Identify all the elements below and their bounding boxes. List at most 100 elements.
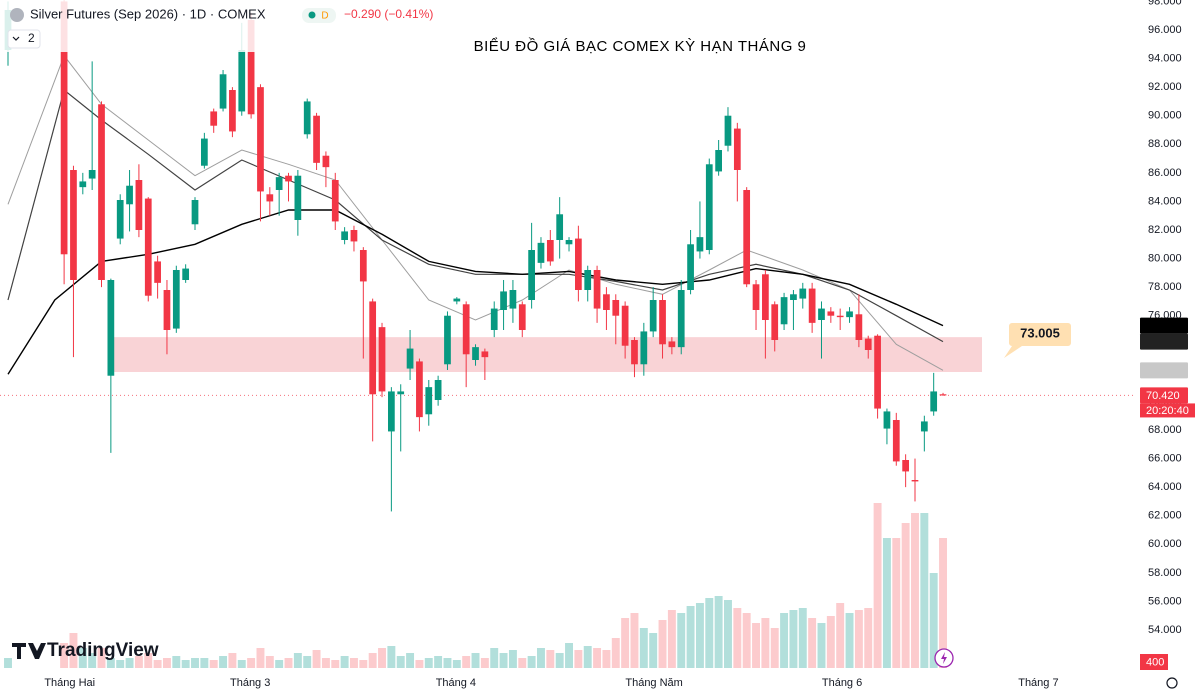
candle-body: [649, 300, 657, 332]
volume-bar: [630, 613, 639, 668]
volume-bar: [415, 660, 424, 668]
candle-body: [687, 244, 694, 290]
candle-body: [154, 261, 161, 283]
candle-body: [668, 341, 676, 348]
y-tick-label: 78.000: [1148, 281, 1182, 293]
y-tick-label: 68.000: [1148, 424, 1182, 436]
y-tick-label: 94.000: [1148, 52, 1182, 64]
volume-bar: [490, 648, 499, 668]
price-zone: [107, 337, 983, 372]
volume-bar: [677, 613, 686, 668]
legend-backdrop: [0, 0, 440, 52]
volume-bar: [134, 656, 143, 668]
volume-bar: [69, 633, 78, 668]
y-tick-label: 62.000: [1148, 510, 1182, 522]
volume-bar: [574, 650, 583, 668]
indicators-count: 2: [28, 31, 35, 45]
volume-bar: [116, 660, 125, 668]
volume-bar: [854, 610, 863, 668]
volume-bar: [826, 616, 835, 668]
candle-body: [780, 297, 788, 325]
x-tick-label: Tháng 3: [230, 677, 270, 689]
volume-bar: [873, 503, 882, 668]
candle-body: [163, 290, 171, 330]
candle-body: [874, 335, 881, 409]
y-tick-label: 58.000: [1148, 567, 1182, 579]
price-badge: [1140, 362, 1188, 379]
brand-name: TradingView: [47, 640, 159, 661]
volume-bar: [555, 653, 564, 668]
volume-bar: [452, 660, 461, 668]
volume-bar: [200, 658, 209, 668]
candle-body: [107, 280, 115, 376]
candle-body: [144, 198, 152, 296]
candle-body: [743, 190, 751, 285]
volume-bar: [247, 658, 256, 668]
candle-body: [266, 194, 274, 202]
volume-bar: [144, 653, 153, 668]
candle-body: [659, 300, 666, 345]
volume-bar: [901, 523, 910, 668]
logo-mark: [12, 643, 46, 659]
price-badge: [1140, 387, 1188, 404]
volume-bar: [695, 603, 704, 668]
candle-body: [453, 298, 461, 302]
volume-bar: [583, 646, 592, 668]
y-tick-label: 82.000: [1148, 224, 1182, 236]
volume-bar: [649, 633, 658, 668]
volume-bar: [565, 643, 573, 668]
volume-bar: [434, 656, 443, 668]
candle-body: [229, 90, 236, 132]
chevron: [12, 36, 20, 41]
candle-body: [444, 315, 451, 365]
candle-body: [341, 231, 348, 240]
candle-body: [425, 387, 433, 415]
volume-bar: [836, 603, 845, 668]
volume-badge-label: 400: [1146, 656, 1164, 668]
brand-logo: [12, 643, 46, 659]
candle-body: [88, 170, 96, 179]
settings-icon[interactable]: [1166, 677, 1178, 689]
candle-body: [836, 315, 844, 318]
candle-body: [864, 338, 872, 350]
volume-bar: [462, 656, 471, 668]
volume-bar: [770, 628, 779, 668]
volume-bar: [920, 513, 929, 668]
volume-badge: [1140, 654, 1168, 670]
candle-body: [472, 347, 479, 360]
volume-bar: [237, 660, 246, 668]
candle-body: [883, 411, 891, 429]
volume-bar: [396, 656, 405, 668]
volume-bar: [508, 650, 517, 668]
volume-bar: [864, 608, 873, 668]
volume-bar: [892, 538, 901, 668]
candle-body: [172, 270, 180, 329]
candle-body: [621, 305, 629, 346]
candle-body: [939, 394, 947, 396]
candle-body: [416, 361, 423, 418]
volume-bar: [60, 643, 69, 668]
volume-bar: [443, 658, 452, 668]
y-tick-label: 84.000: [1148, 195, 1182, 207]
y-tick-label: 98.000: [1148, 0, 1182, 7]
volume-bar: [321, 658, 330, 668]
volume-bar: [714, 596, 723, 668]
y-tick-label: 88.000: [1148, 138, 1182, 150]
candle-body: [397, 391, 405, 395]
y-tick-label: 66.000: [1148, 452, 1182, 464]
candle-body: [285, 175, 292, 182]
candle-body: [116, 200, 124, 239]
volume-bar: [939, 538, 948, 668]
price-badge-label: 70.420: [1146, 390, 1180, 402]
indicators-toggle[interactable]: [7, 29, 41, 49]
candle-body: [762, 274, 769, 320]
volume-bar: [761, 618, 770, 668]
symbol-name[interactable]: Silver Futures (Sep 2026) · 1D · COMEX: [30, 6, 266, 21]
volume-bar: [256, 648, 265, 668]
candle-body: [126, 185, 133, 205]
candle-body: [60, 1, 68, 255]
volume-bar: [153, 660, 162, 668]
candle-body: [612, 300, 620, 316]
candle-body: [528, 250, 535, 300]
volume-bar: [181, 660, 190, 668]
